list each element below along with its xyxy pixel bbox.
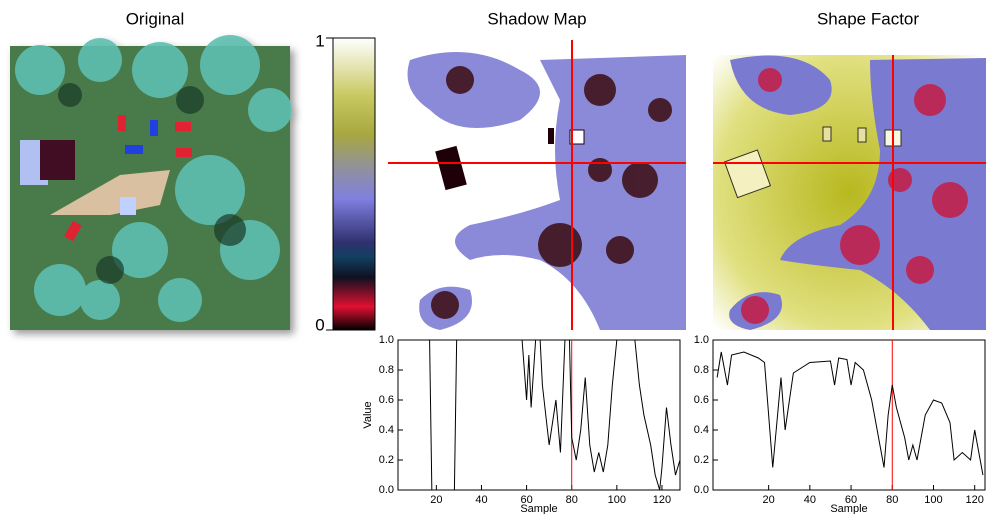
x-tick-label: 20 bbox=[763, 494, 775, 506]
x-tick-label: 80 bbox=[886, 494, 898, 506]
y-axis-label: Value bbox=[362, 401, 374, 428]
original-image bbox=[10, 35, 292, 330]
panel-title: Original bbox=[126, 9, 185, 28]
y-tick-label: 0.2 bbox=[694, 454, 709, 466]
x-tick-label: 120 bbox=[966, 494, 984, 506]
y-tick-label: 0.4 bbox=[694, 424, 709, 436]
x-tick-label: 40 bbox=[475, 494, 487, 506]
y-tick-label: 0.2 bbox=[379, 454, 394, 466]
x-tick-label: 20 bbox=[430, 494, 442, 506]
panel-title: Shape Factor bbox=[817, 9, 919, 28]
shape-factor-image bbox=[713, 55, 986, 330]
y-tick-label: 0.8 bbox=[694, 364, 709, 376]
plot-frame bbox=[713, 340, 985, 490]
colorbar-label: 0 bbox=[315, 315, 324, 334]
x-tick-label: 40 bbox=[804, 494, 816, 506]
shadow-map-image bbox=[388, 40, 686, 330]
colorbar bbox=[333, 38, 375, 330]
y-tick-label: 0.4 bbox=[379, 424, 394, 436]
y-tick-label: 1.0 bbox=[694, 334, 709, 346]
x-tick-label: 80 bbox=[566, 494, 578, 506]
x-tick-label: 100 bbox=[608, 494, 626, 506]
y-tick-label: 0.8 bbox=[379, 364, 394, 376]
y-tick-label: 0.0 bbox=[379, 484, 394, 496]
x-axis-label: Sample bbox=[520, 503, 557, 514]
x-tick-label: 100 bbox=[924, 494, 942, 506]
panel-title: Shadow Map bbox=[487, 9, 586, 28]
x-tick-label: 120 bbox=[653, 494, 671, 506]
y-tick-label: 0.6 bbox=[694, 394, 709, 406]
x-axis-label: Sample bbox=[830, 503, 867, 514]
y-tick-label: 1.0 bbox=[379, 334, 394, 346]
plot-frame bbox=[398, 340, 680, 490]
figure: Original Shadow Map Shape Factor 1 0 bbox=[0, 0, 986, 514]
y-tick-label: 0.6 bbox=[379, 394, 394, 406]
colorbar-label: 1 bbox=[315, 31, 324, 50]
y-tick-label: 0.0 bbox=[694, 484, 709, 496]
